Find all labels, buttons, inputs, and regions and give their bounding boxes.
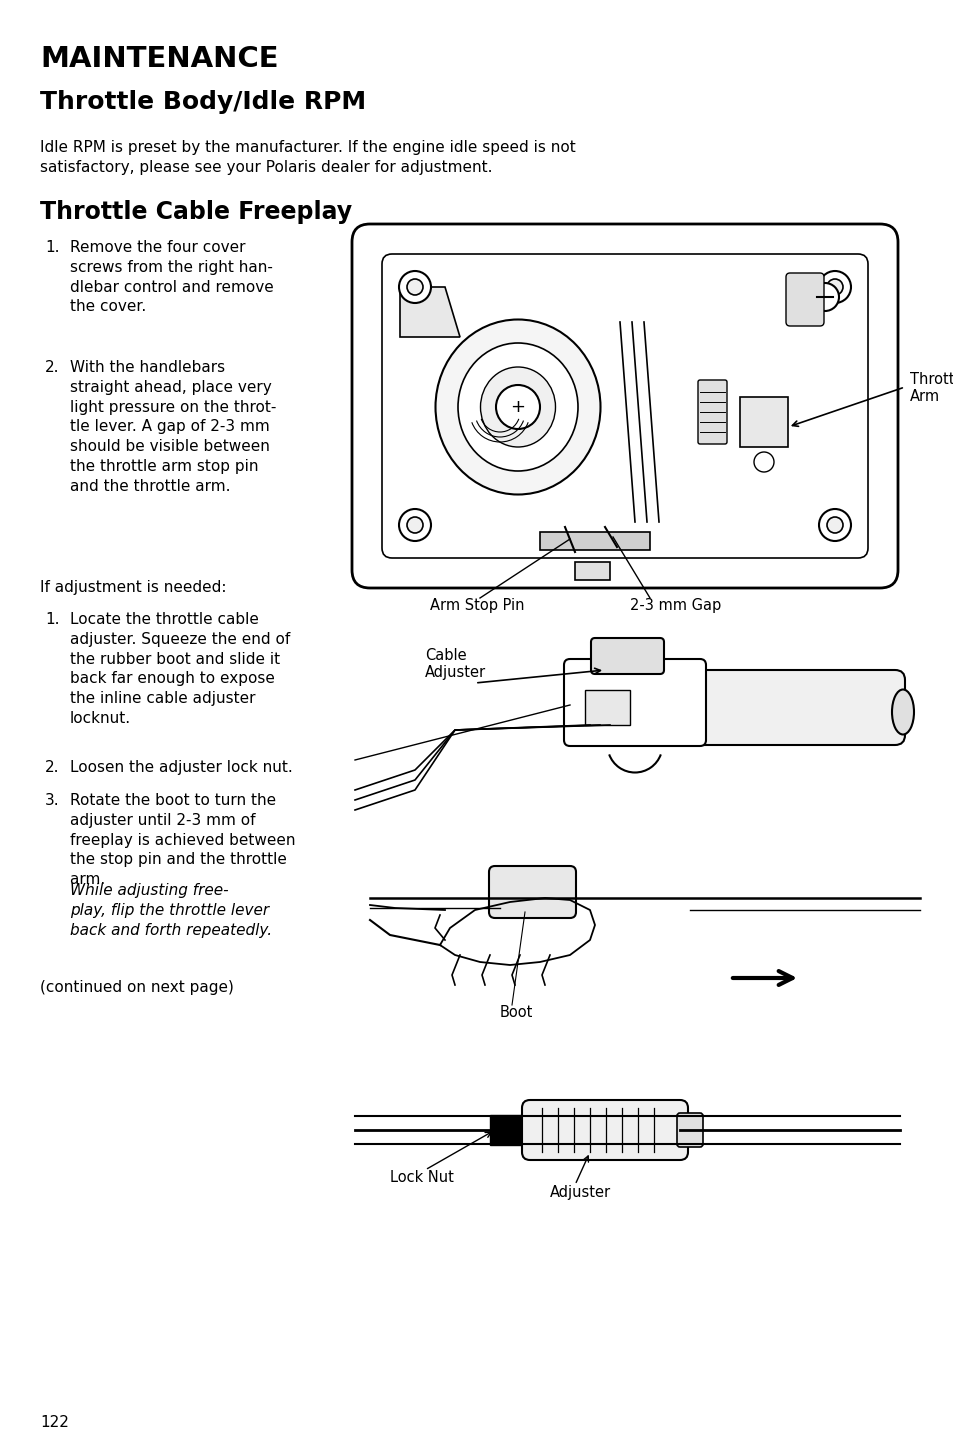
FancyBboxPatch shape (590, 638, 663, 675)
Text: Throttle
Arm: Throttle Arm (909, 372, 953, 404)
Bar (490, 1115, 530, 1144)
FancyBboxPatch shape (521, 1101, 687, 1160)
Text: 122: 122 (40, 1415, 69, 1429)
Text: Locate the throttle cable
adjuster. Squeeze the end of
the rubber boot and slide: Locate the throttle cable adjuster. Sque… (70, 612, 290, 726)
Text: If adjustment is needed:: If adjustment is needed: (40, 580, 226, 595)
Text: Idle RPM is preset by the manufacturer. If the engine idle speed is not
satisfac: Idle RPM is preset by the manufacturer. … (40, 140, 576, 174)
Text: Cable
Adjuster: Cable Adjuster (424, 648, 486, 680)
Text: Adjuster: Adjuster (550, 1185, 611, 1200)
Text: (continued on next page): (continued on next page) (40, 980, 233, 995)
Text: Lock Nut: Lock Nut (390, 1170, 454, 1185)
FancyBboxPatch shape (785, 273, 823, 326)
Text: 2-3 mm Gap: 2-3 mm Gap (629, 598, 720, 614)
Text: Boot: Boot (499, 1005, 533, 1021)
FancyBboxPatch shape (352, 224, 897, 587)
Text: Throttle Cable Freeplay: Throttle Cable Freeplay (40, 201, 352, 224)
Text: 3.: 3. (45, 792, 59, 808)
Circle shape (407, 518, 422, 534)
Circle shape (496, 385, 539, 429)
FancyBboxPatch shape (698, 379, 726, 443)
Text: While adjusting free-
play, flip the throttle lever
back and forth repeatedly.: While adjusting free- play, flip the thr… (70, 883, 272, 938)
Circle shape (398, 270, 431, 302)
Text: MAINTENANCE: MAINTENANCE (40, 45, 278, 73)
Circle shape (407, 279, 422, 295)
Ellipse shape (457, 343, 578, 471)
Ellipse shape (435, 320, 599, 494)
Text: 2.: 2. (45, 361, 59, 375)
Text: 2.: 2. (45, 760, 59, 775)
Bar (575, 563, 609, 580)
Circle shape (753, 452, 773, 473)
Bar (539, 532, 649, 550)
Circle shape (810, 284, 838, 311)
Text: Arm Stop Pin: Arm Stop Pin (430, 598, 524, 614)
Circle shape (818, 270, 850, 302)
Circle shape (398, 509, 431, 541)
Bar (584, 691, 629, 726)
FancyBboxPatch shape (563, 659, 705, 746)
Bar (740, 397, 787, 446)
Ellipse shape (891, 689, 913, 734)
FancyBboxPatch shape (381, 254, 867, 558)
Text: 1.: 1. (45, 612, 59, 627)
Text: With the handlebars
straight ahead, place very
light pressure on the throt-
tle : With the handlebars straight ahead, plac… (70, 361, 276, 494)
Text: Rotate the boot to turn the
adjuster until 2-3 mm of
freeplay is achieved betwee: Rotate the boot to turn the adjuster unt… (70, 792, 295, 887)
Text: 1.: 1. (45, 240, 59, 254)
Text: Throttle Body/Idle RPM: Throttle Body/Idle RPM (40, 90, 366, 113)
Circle shape (826, 279, 842, 295)
Text: +: + (510, 398, 525, 416)
FancyBboxPatch shape (677, 1112, 702, 1147)
Circle shape (818, 509, 850, 541)
Circle shape (826, 518, 842, 534)
FancyBboxPatch shape (489, 867, 576, 917)
Text: Remove the four cover
screws from the right han-
dlebar control and remove
the c: Remove the four cover screws from the ri… (70, 240, 274, 314)
Ellipse shape (480, 366, 555, 446)
FancyBboxPatch shape (689, 670, 904, 744)
Text: Loosen the adjuster lock nut.: Loosen the adjuster lock nut. (70, 760, 293, 775)
Polygon shape (399, 286, 459, 337)
